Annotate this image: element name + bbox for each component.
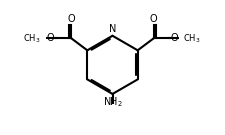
Text: N: N [109, 24, 116, 34]
Text: NH$_2$: NH$_2$ [103, 95, 122, 109]
Text: O: O [171, 33, 178, 43]
Text: O: O [150, 14, 157, 24]
Text: O: O [68, 14, 75, 24]
Text: CH$_3$: CH$_3$ [183, 32, 200, 45]
Text: O: O [47, 33, 54, 43]
Text: CH$_3$: CH$_3$ [23, 32, 41, 45]
